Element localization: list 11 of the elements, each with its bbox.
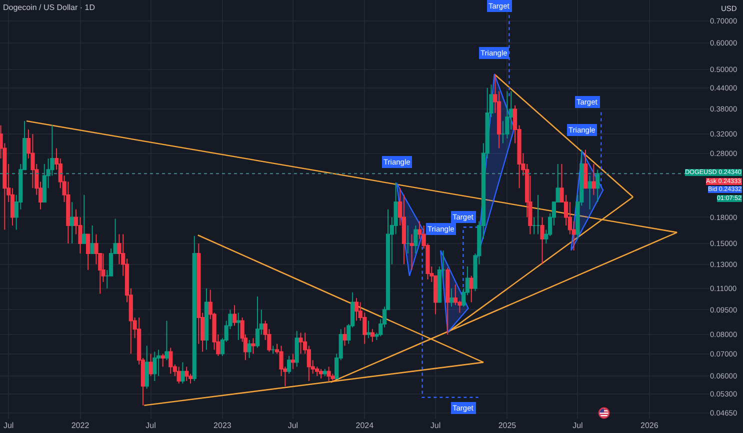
x-tick-label: Jul <box>430 421 441 430</box>
x-tick-label: 2026 <box>640 421 659 430</box>
x-tick-label: 2023 <box>214 421 232 430</box>
x-tick-label: Jul <box>288 421 298 430</box>
x-tick-label: 2024 <box>356 421 374 430</box>
chart-title: Dogecoin / US Dollar · 1D <box>2 2 96 12</box>
x-tick-label: Jul <box>572 421 584 430</box>
x-tick-label: Jul <box>146 421 156 430</box>
x-tick-label: Jul <box>3 421 14 430</box>
x-tick-label: 2022 <box>71 421 90 430</box>
x-tick-label: 2025 <box>498 421 517 430</box>
